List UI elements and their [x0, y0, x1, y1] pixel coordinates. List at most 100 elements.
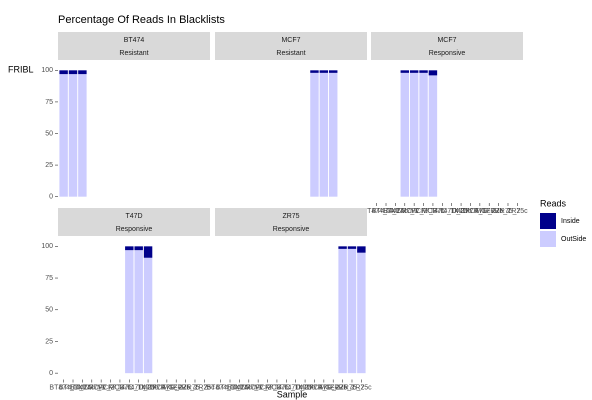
bar-segment	[134, 246, 143, 251]
x-tick-label: T47Dc	[295, 384, 316, 391]
x-tick-label: ZR75c	[507, 208, 528, 215]
bar-segment	[134, 250, 143, 374]
y-tick-label: 0	[49, 194, 53, 201]
legend-title: Reads	[540, 198, 567, 208]
x-tick-label: MCF7_1	[235, 384, 262, 391]
bar-segment	[428, 70, 438, 76]
x-tick-label: MCF7R_1	[455, 208, 487, 215]
x-tick-label: BT474_2	[216, 384, 245, 391]
x-tick-label: MCF7_1	[78, 384, 105, 391]
x-tick-label: MCF7c	[109, 384, 132, 391]
y-tick-label: 100	[41, 67, 53, 74]
x-tick-label: MCF7R_1	[142, 384, 174, 391]
bar-segment	[400, 70, 409, 73]
x-tick-label: BT474_1	[49, 384, 78, 391]
y-axis-label: FRIBL	[8, 64, 34, 74]
x-tick-label: BT474c	[227, 384, 252, 391]
x-tick-label: MCF7c	[422, 208, 445, 215]
bar-segment	[400, 72, 409, 197]
y-tick-label: 75	[45, 99, 53, 106]
x-tick-label: BT474_1	[206, 384, 235, 391]
strip-label: Resistant	[276, 50, 305, 57]
strip-label: Responsive	[429, 50, 466, 57]
x-tick-label: T47D_1	[117, 384, 142, 391]
x-tick-label: MCF7Rc	[319, 384, 347, 391]
bar-segment	[59, 70, 68, 75]
x-tick-label: ZR75_2	[340, 384, 365, 391]
x-tick-label: BT474_1	[362, 208, 391, 215]
x-tick-label: T47D_2	[126, 384, 151, 391]
strip-label: MCF7	[437, 37, 456, 44]
bar-segment	[338, 248, 347, 374]
x-tick-label: MCF7R_1	[299, 384, 331, 391]
x-tick-label: BT474_2	[372, 208, 401, 215]
x-tick-label: MCF7_3	[410, 208, 437, 215]
bar-segment	[143, 257, 153, 374]
bar-segment	[78, 74, 87, 197]
bar-segment	[125, 250, 134, 374]
x-tick-label: BT474c	[70, 384, 95, 391]
x-tick-label: MCF7R_2	[308, 384, 340, 391]
x-tick-label: MCF7c	[266, 384, 289, 391]
strip-background	[215, 208, 367, 236]
x-tick-label: BT474_2	[59, 384, 88, 391]
bar-segment	[143, 246, 153, 258]
bar-segment	[68, 70, 78, 75]
x-tick-label: MCF7_2	[401, 208, 428, 215]
x-tick-label: MCF7R_2	[464, 208, 496, 215]
x-tick-label: T47Dc	[138, 384, 159, 391]
strip-label: ZR75	[282, 213, 299, 220]
bar-segment	[68, 74, 78, 197]
bar-segment	[125, 246, 134, 251]
x-tick-label: ZR75_1	[330, 384, 355, 391]
bar-segment	[409, 70, 419, 73]
x-tick-label: T47D_2	[283, 384, 308, 391]
x-axis-label: Sample	[277, 389, 308, 399]
x-tick-label: T47D_1	[274, 384, 299, 391]
strip-label: Responsive	[273, 226, 310, 233]
strip-background	[58, 32, 210, 60]
legend-label: Inside	[561, 218, 580, 225]
bar-segment	[347, 246, 357, 249]
x-tick-label: MCF7_3	[97, 384, 124, 391]
legend-swatch	[540, 231, 556, 247]
bar-segment	[59, 74, 68, 197]
x-tick-label: MCF7R_2	[151, 384, 183, 391]
bar-segment	[310, 72, 319, 197]
y-tick-label: 50	[45, 307, 53, 314]
x-tick-label: T47D_2	[439, 208, 464, 215]
y-tick-label: 0	[49, 370, 53, 377]
strip-background	[58, 208, 210, 236]
y-tick-label: 75	[45, 275, 53, 282]
x-tick-label: MCF7Rc	[475, 208, 503, 215]
bar-segment	[347, 248, 357, 374]
bar-segment	[310, 70, 319, 73]
strip-background	[371, 32, 523, 60]
legend-swatch	[540, 213, 556, 229]
x-tick-label: MCF7_2	[88, 384, 115, 391]
bar-segment	[329, 72, 338, 197]
x-tick-label: T47Dc	[451, 208, 472, 215]
x-tick-label: ZR75_1	[486, 208, 511, 215]
chart-title: Percentage Of Reads In Blacklists	[58, 14, 225, 26]
y-tick-label: 100	[41, 243, 53, 250]
strip-label: Responsive	[116, 226, 153, 233]
x-tick-label: ZR75c	[194, 384, 215, 391]
x-tick-label: ZR75_2	[496, 208, 521, 215]
x-tick-label: MCF7Rc	[162, 384, 190, 391]
bar-segment	[419, 72, 428, 197]
bar-segment	[319, 72, 329, 197]
bar-segment	[78, 70, 87, 75]
bar-segment	[338, 246, 347, 249]
x-tick-label: ZR75_2	[183, 384, 208, 391]
bar-segment	[357, 246, 366, 253]
strip-label: Resistant	[119, 50, 148, 57]
y-tick-label: 25	[45, 338, 53, 345]
bar-segment	[319, 70, 329, 73]
bar-segment	[357, 252, 366, 374]
y-tick-label: 50	[45, 130, 53, 137]
legend-label: OutSide	[561, 236, 586, 243]
strip-label: MCF7	[281, 37, 300, 44]
bar-segment	[419, 70, 428, 73]
